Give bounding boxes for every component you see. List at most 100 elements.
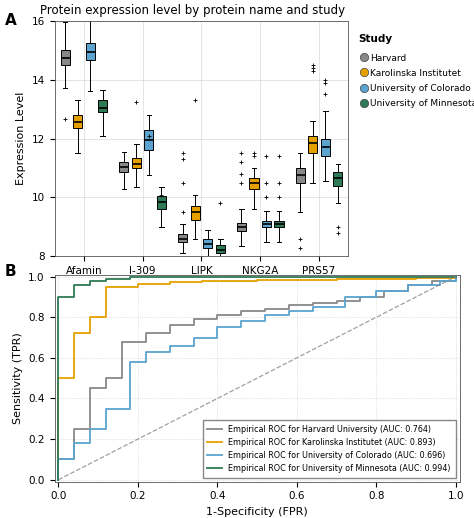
Empirical ROC for University of Colorado (AUC: 0.696): (0.8, 0.93): 0.696): (0.8, 0.93): [374, 287, 379, 294]
Text: Protein expression level by protein name and study: Protein expression level by protein name…: [40, 4, 345, 17]
PathPatch shape: [98, 100, 107, 112]
Empirical ROC for Harvard University (AUC: 0.764): (0.08, 0.45): 0.764): (0.08, 0.45): [87, 385, 93, 392]
Empirical ROC for University of Colorado (AUC: 0.696): (0.18, 0.58): 0.696): (0.18, 0.58): [127, 359, 133, 365]
Empirical ROC for University of Minnesota (AUC: 0.994): (0.18, 1): 0.994): (0.18, 1): [127, 274, 133, 280]
Empirical ROC for University of Colorado (AUC: 0.696): (0.88, 0.96): 0.696): (0.88, 0.96): [405, 282, 411, 288]
Line: Empirical ROC for University of Colorado (AUC: 0.696): Empirical ROC for University of Colorado…: [58, 277, 456, 480]
Empirical ROC for Harvard University (AUC: 0.764): (0.22, 0.72): 0.764): (0.22, 0.72): [143, 330, 149, 337]
Empirical ROC for University of Colorado (AUC: 0.696): (0.4, 0.75): 0.696): (0.4, 0.75): [215, 324, 220, 330]
PathPatch shape: [333, 172, 342, 186]
Empirical ROC for Harvard University (AUC: 0.764): (0.46, 0.83): 0.764): (0.46, 0.83): [238, 308, 244, 314]
Empirical ROC for Harvard University (AUC: 0.764): (0.28, 0.72): 0.764): (0.28, 0.72): [167, 330, 173, 337]
PathPatch shape: [73, 115, 82, 128]
Empirical ROC for Karolinska Institutet (AUC: 0.893): (0.7, 0.985): 0.893): (0.7, 0.985): [334, 277, 339, 283]
Empirical ROC for Karolinska Institutet (AUC: 0.893): (0.28, 0.965): 0.893): (0.28, 0.965): [167, 281, 173, 287]
Empirical ROC for University of Minnesota (AUC: 0.994): (1, 1): 0.994): (1, 1): [453, 274, 459, 280]
Line: Empirical ROC for University of Minnesota (AUC: 0.994): Empirical ROC for University of Minnesot…: [58, 277, 456, 480]
PathPatch shape: [203, 239, 212, 248]
Empirical ROC for Harvard University (AUC: 0.764): (0.94, 0.98): 0.764): (0.94, 0.98): [429, 278, 435, 284]
PathPatch shape: [132, 157, 141, 168]
Empirical ROC for University of Colorado (AUC: 0.696): (0.4, 0.7): 0.696): (0.4, 0.7): [215, 335, 220, 341]
Empirical ROC for University of Minnesota (AUC: 0.994): (0.12, 0.99): 0.994): (0.12, 0.99): [103, 276, 109, 282]
Empirical ROC for Harvard University (AUC: 0.764): (0, 0.1): 0.764): (0, 0.1): [55, 456, 61, 463]
Empirical ROC for University of Minnesota (AUC: 0.994): (0.04, 0.96): 0.994): (0.04, 0.96): [72, 282, 77, 288]
PathPatch shape: [119, 162, 128, 172]
Empirical ROC for Harvard University (AUC: 0.764): (0.88, 0.96): 0.764): (0.88, 0.96): [405, 282, 411, 288]
Empirical ROC for University of Colorado (AUC: 0.696): (0.28, 0.66): 0.696): (0.28, 0.66): [167, 342, 173, 349]
Empirical ROC for Karolinska Institutet (AUC: 0.893): (0.08, 0.72): 0.893): (0.08, 0.72): [87, 330, 93, 337]
Empirical ROC for Harvard University (AUC: 0.764): (0, 0): 0.764): (0, 0): [55, 477, 61, 483]
Empirical ROC for University of Colorado (AUC: 0.696): (0.22, 0.58): 0.696): (0.22, 0.58): [143, 359, 149, 365]
Empirical ROC for University of Colorado (AUC: 0.696): (0.46, 0.78): 0.696): (0.46, 0.78): [238, 318, 244, 324]
Empirical ROC for Karolinska Institutet (AUC: 0.893): (0.04, 0.72): 0.893): (0.04, 0.72): [72, 330, 77, 337]
Empirical ROC for Harvard University (AUC: 0.764): (0.4, 0.79): 0.764): (0.4, 0.79): [215, 316, 220, 322]
Empirical ROC for University of Colorado (AUC: 0.696): (0.34, 0.66): 0.696): (0.34, 0.66): [191, 342, 196, 349]
Empirical ROC for Karolinska Institutet (AUC: 0.893): (0.7, 0.99): 0.893): (0.7, 0.99): [334, 276, 339, 282]
Empirical ROC for Karolinska Institutet (AUC: 0.893): (0, 0): 0.893): (0, 0): [55, 477, 61, 483]
Text: A: A: [5, 13, 17, 28]
Empirical ROC for Harvard University (AUC: 0.764): (0.16, 0.68): 0.764): (0.16, 0.68): [119, 338, 125, 344]
Empirical ROC for University of Colorado (AUC: 0.696): (0.12, 0.25): 0.696): (0.12, 0.25): [103, 426, 109, 432]
X-axis label: 1-Specificity (FPR): 1-Specificity (FPR): [206, 507, 308, 517]
Empirical ROC for University of Colorado (AUC: 0.696): (0.08, 0.18): 0.696): (0.08, 0.18): [87, 440, 93, 446]
Empirical ROC for University of Colorado (AUC: 0.696): (0.22, 0.63): 0.696): (0.22, 0.63): [143, 349, 149, 355]
Empirical ROC for University of Colorado (AUC: 0.696): (0.64, 0.83): 0.696): (0.64, 0.83): [310, 308, 316, 314]
X-axis label: Protein Name: Protein Name: [164, 282, 239, 292]
Empirical ROC for University of Colorado (AUC: 0.696): (0.72, 0.9): 0.696): (0.72, 0.9): [342, 294, 347, 300]
Empirical ROC for Harvard University (AUC: 0.764): (0.76, 0.9): 0.764): (0.76, 0.9): [357, 294, 363, 300]
Empirical ROC for Harvard University (AUC: 0.764): (0.28, 0.76): 0.764): (0.28, 0.76): [167, 322, 173, 328]
Empirical ROC for University of Colorado (AUC: 0.696): (0.52, 0.81): 0.696): (0.52, 0.81): [262, 312, 268, 318]
Text: Study: Study: [358, 34, 392, 44]
Legend: Harvard, Karolinska Institutet, University of Colorado, University of Minnesota: Harvard, Karolinska Institutet, Universi…: [362, 53, 474, 108]
Empirical ROC for Harvard University (AUC: 0.764): (0.34, 0.76): 0.764): (0.34, 0.76): [191, 322, 196, 328]
PathPatch shape: [145, 130, 154, 150]
Empirical ROC for University of Colorado (AUC: 0.696): (0.46, 0.75): 0.696): (0.46, 0.75): [238, 324, 244, 330]
Empirical ROC for Harvard University (AUC: 0.764): (0.64, 0.86): 0.764): (0.64, 0.86): [310, 302, 316, 308]
PathPatch shape: [178, 234, 187, 242]
Empirical ROC for Harvard University (AUC: 0.764): (0.94, 0.96): 0.764): (0.94, 0.96): [429, 282, 435, 288]
Line: Empirical ROC for Harvard University (AUC: 0.764): Empirical ROC for Harvard University (AU…: [58, 277, 456, 480]
PathPatch shape: [157, 196, 166, 209]
Empirical ROC for Harvard University (AUC: 0.764): (0.82, 0.9): 0.764): (0.82, 0.9): [382, 294, 387, 300]
Empirical ROC for Harvard University (AUC: 0.764): (0.76, 0.88): 0.764): (0.76, 0.88): [357, 298, 363, 304]
Empirical ROC for Harvard University (AUC: 0.764): (0.52, 0.83): 0.764): (0.52, 0.83): [262, 308, 268, 314]
Empirical ROC for Harvard University (AUC: 0.764): (0.04, 0.25): 0.764): (0.04, 0.25): [72, 426, 77, 432]
Empirical ROC for University of Minnesota (AUC: 0.994): (0.18, 0.99): 0.994): (0.18, 0.99): [127, 276, 133, 282]
Empirical ROC for Karolinska Institutet (AUC: 0.893): (0.5, 0.98): 0.893): (0.5, 0.98): [254, 278, 260, 284]
Empirical ROC for Karolinska Institutet (AUC: 0.893): (0.28, 0.975): 0.893): (0.28, 0.975): [167, 279, 173, 285]
Empirical ROC for Karolinska Institutet (AUC: 0.893): (1, 1): 0.893): (1, 1): [453, 274, 459, 280]
Empirical ROC for Harvard University (AUC: 0.764): (0.88, 0.93): 0.764): (0.88, 0.93): [405, 287, 411, 294]
Empirical ROC for University of Colorado (AUC: 0.696): (0.12, 0.35): 0.696): (0.12, 0.35): [103, 406, 109, 412]
Empirical ROC for University of Colorado (AUC: 0.696): (0.18, 0.35): 0.696): (0.18, 0.35): [127, 406, 133, 412]
Empirical ROC for Harvard University (AUC: 0.764): (0.22, 0.68): 0.764): (0.22, 0.68): [143, 338, 149, 344]
PathPatch shape: [237, 223, 246, 232]
Empirical ROC for Harvard University (AUC: 0.764): (0.52, 0.84): 0.764): (0.52, 0.84): [262, 306, 268, 312]
Empirical ROC for Karolinska Institutet (AUC: 0.893): (0.9, 0.995): 0.893): (0.9, 0.995): [413, 275, 419, 281]
Empirical ROC for Harvard University (AUC: 0.764): (0.4, 0.81): 0.764): (0.4, 0.81): [215, 312, 220, 318]
PathPatch shape: [321, 139, 330, 156]
PathPatch shape: [249, 178, 258, 189]
Text: B: B: [5, 264, 17, 279]
PathPatch shape: [274, 221, 283, 227]
Empirical ROC for Harvard University (AUC: 0.764): (0.82, 0.93): 0.764): (0.82, 0.93): [382, 287, 387, 294]
Empirical ROC for Karolinska Institutet (AUC: 0.893): (0.04, 0.5): 0.893): (0.04, 0.5): [72, 375, 77, 381]
Empirical ROC for Harvard University (AUC: 0.764): (0.12, 0.45): 0.764): (0.12, 0.45): [103, 385, 109, 392]
Empirical ROC for University of Colorado (AUC: 0.696): (0.58, 0.83): 0.696): (0.58, 0.83): [286, 308, 292, 314]
Empirical ROC for Harvard University (AUC: 0.764): (0.04, 0.1): 0.764): (0.04, 0.1): [72, 456, 77, 463]
Empirical ROC for Harvard University (AUC: 0.764): (0.64, 0.87): 0.764): (0.64, 0.87): [310, 300, 316, 306]
Empirical ROC for Karolinska Institutet (AUC: 0.893): (0.12, 0.95): 0.893): (0.12, 0.95): [103, 284, 109, 290]
Empirical ROC for Harvard University (AUC: 0.764): (0.08, 0.25): 0.764): (0.08, 0.25): [87, 426, 93, 432]
Empirical ROC for Karolinska Institutet (AUC: 0.893): (0.36, 0.975): 0.893): (0.36, 0.975): [199, 279, 204, 285]
Empirical ROC for University of Minnesota (AUC: 0.994): (0.08, 0.98): 0.994): (0.08, 0.98): [87, 278, 93, 284]
Empirical ROC for Karolinska Institutet (AUC: 0.893): (0.2, 0.95): 0.893): (0.2, 0.95): [135, 284, 141, 290]
Y-axis label: Expression Level: Expression Level: [16, 92, 26, 185]
PathPatch shape: [86, 43, 95, 61]
Empirical ROC for Harvard University (AUC: 0.764): (0.34, 0.79): 0.764): (0.34, 0.79): [191, 316, 196, 322]
Empirical ROC for University of Colorado (AUC: 0.696): (0.04, 0.1): 0.696): (0.04, 0.1): [72, 456, 77, 463]
Empirical ROC for University of Colorado (AUC: 0.696): (0.64, 0.85): 0.696): (0.64, 0.85): [310, 304, 316, 310]
Empirical ROC for Harvard University (AUC: 0.764): (0.12, 0.5): 0.764): (0.12, 0.5): [103, 375, 109, 381]
Empirical ROC for University of Minnesota (AUC: 0.994): (0.12, 0.98): 0.994): (0.12, 0.98): [103, 278, 109, 284]
Legend: Empirical ROC for Harvard University (AUC: 0.764), Empirical ROC for Karolinska : Empirical ROC for Harvard University (AU…: [203, 420, 456, 478]
Empirical ROC for University of Colorado (AUC: 0.696): (0.58, 0.81): 0.696): (0.58, 0.81): [286, 312, 292, 318]
PathPatch shape: [308, 136, 317, 153]
